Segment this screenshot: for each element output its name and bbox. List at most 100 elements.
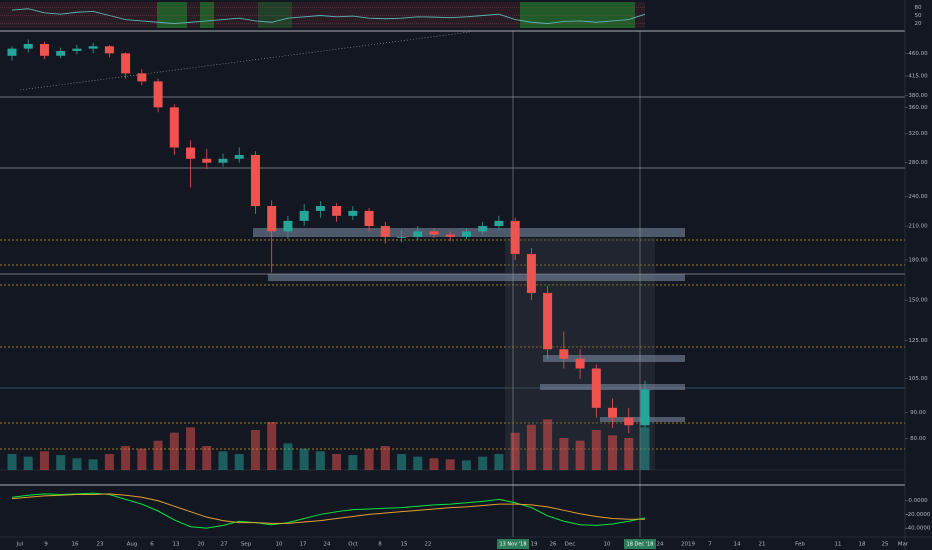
x-tick-label: 19	[531, 542, 538, 548]
volume-bar	[413, 456, 423, 470]
volume-bar	[283, 443, 293, 470]
x-tick-label: 23	[97, 542, 104, 548]
y-tick-label: 80.00	[910, 436, 926, 442]
candle-body	[608, 407, 618, 418]
volume-bar	[543, 419, 553, 470]
candle-body	[559, 349, 569, 359]
candle-body	[88, 46, 98, 49]
volume-bar	[397, 454, 407, 470]
volume-bar	[559, 438, 569, 470]
x-tick-label: 14	[734, 542, 741, 548]
volume-bar	[218, 451, 228, 470]
volume-bar	[429, 458, 439, 470]
y-tick-label: 415.00	[908, 74, 928, 80]
volume-bar	[364, 448, 374, 470]
x-tick-label: 15	[401, 542, 408, 548]
x-tick-label: 27	[221, 542, 228, 548]
volume-bar	[7, 454, 17, 470]
y-tick-label: 150.00	[908, 298, 928, 304]
y-tick-label: 125.00	[908, 338, 928, 344]
volume-bar	[608, 435, 618, 470]
y-tick-label: -40.0000	[906, 526, 931, 532]
volume-bar	[186, 427, 196, 470]
candle-body	[39, 43, 49, 56]
candle-body	[186, 147, 196, 159]
x-tick-label: 18	[859, 542, 866, 548]
x-tick-label: 10	[276, 542, 283, 548]
x-tick-label: 7	[708, 542, 712, 548]
volume-bar	[88, 459, 98, 470]
volume-bar	[250, 430, 260, 470]
candle-body	[315, 206, 325, 211]
osc-highlight	[520, 2, 635, 28]
x-tick-label: 11	[835, 542, 842, 548]
y-tick-label: 180.00	[908, 257, 928, 263]
candle-body	[283, 220, 293, 232]
volume-bar	[267, 422, 277, 470]
x-tick-label: 6	[150, 542, 154, 548]
y-tick-label: 105.00	[908, 376, 928, 382]
volume-bar	[137, 448, 147, 470]
volume-bar	[332, 454, 342, 470]
y-tick-label: 90.00	[910, 410, 926, 416]
x-tick-label: 20	[198, 542, 205, 548]
candle-body	[218, 158, 228, 163]
candle-body	[7, 48, 17, 56]
candle-body	[348, 210, 358, 216]
y-tick-label: 360.00	[908, 105, 928, 111]
volume-bar	[624, 438, 634, 470]
volume-bar	[121, 446, 131, 470]
volume-bar	[494, 454, 504, 470]
y-tick-label: 240.00	[908, 194, 928, 200]
candle-body	[364, 210, 374, 227]
x-tick-label: Oct	[348, 542, 358, 548]
candle-body	[137, 73, 147, 82]
candle-body	[640, 389, 650, 426]
macd-line	[11, 493, 645, 524]
candle-body	[72, 48, 82, 51]
x-tick-label: 21	[759, 542, 766, 548]
x-tick-label: Sep	[241, 542, 252, 548]
volume-bar	[575, 440, 585, 470]
candle-body	[575, 358, 585, 369]
candle-body	[169, 107, 179, 148]
date-marker-box	[624, 539, 656, 549]
y-tick-label: 80	[915, 5, 922, 11]
candle-body	[429, 231, 439, 235]
candle-body	[250, 154, 260, 207]
x-tick-label: 8	[378, 542, 382, 548]
x-tick-label: 22	[425, 542, 432, 548]
candle-body	[23, 43, 33, 49]
y-tick-label: 380.00	[908, 93, 928, 99]
y-tick-label: 210.00	[908, 224, 928, 230]
x-tick-label: Feb	[795, 542, 805, 548]
volume-bar	[23, 456, 33, 470]
volume-bar	[234, 454, 244, 470]
y-tick-label: 320.00	[908, 131, 928, 137]
x-tick-label: 17	[300, 542, 307, 548]
candle-body	[510, 220, 520, 254]
osc-highlight	[157, 2, 187, 28]
volume-bar	[640, 427, 650, 470]
volume-bar	[39, 451, 49, 470]
volume-bar	[526, 424, 536, 470]
candle-body	[478, 226, 488, 232]
candle-body	[104, 46, 114, 54]
trend-line	[19, 31, 471, 91]
volume-bar	[348, 455, 358, 470]
candle-body	[121, 53, 131, 74]
volume-bar	[445, 459, 455, 470]
x-tick-label: Dec	[565, 542, 576, 548]
candle-body	[543, 292, 553, 350]
volume-bar	[104, 454, 114, 470]
osc-highlight	[200, 2, 214, 28]
candle-body	[526, 253, 536, 293]
y-tick-label: 50	[915, 13, 922, 19]
volume-bar	[461, 460, 471, 470]
y-tick-label: -20.0000	[906, 512, 931, 518]
x-tick-label: 2019	[681, 542, 695, 548]
candle-body	[56, 50, 66, 56]
x-tick-label: 9	[44, 542, 48, 548]
candle-body	[397, 236, 407, 238]
